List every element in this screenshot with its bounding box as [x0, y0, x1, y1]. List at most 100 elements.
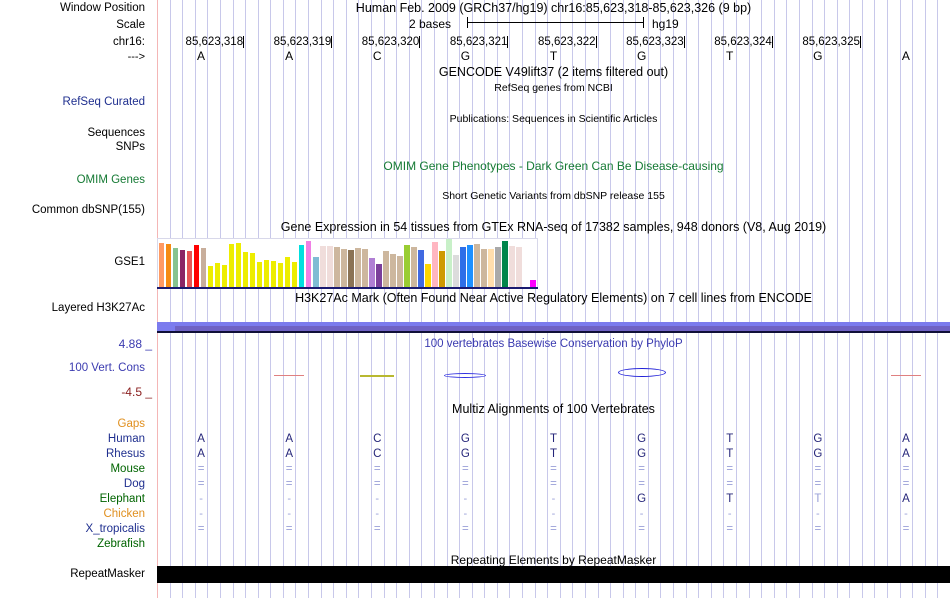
gtex-tissue-bar[interactable]: [460, 246, 466, 287]
track-label-repeatmasker[interactable]: RepeatMasker: [70, 568, 145, 580]
track-label-common-dbsnp[interactable]: Common dbSNP(155): [31, 204, 145, 216]
gtex-tissue-bar[interactable]: [256, 262, 263, 287]
gtex-tissue-bar[interactable]: [425, 263, 431, 287]
gtex-tissue-bar[interactable]: [249, 253, 256, 287]
gtex-tissue-bar[interactable]: [214, 263, 221, 287]
multiz-species-label[interactable]: Human: [107, 433, 145, 445]
track-label-100-vert-cons[interactable]: 100 Vert. Cons: [68, 362, 145, 374]
multiz-alignment-base: G: [813, 448, 823, 460]
gtex-tissue-bar[interactable]: [165, 243, 172, 287]
gtex-tissue-bar[interactable]: [228, 243, 235, 287]
track-label-layered-h3k27ac[interactable]: Layered H3K27Ac: [51, 302, 145, 314]
multiz-species-label[interactable]: X_tropicalis: [85, 523, 145, 535]
gtex-tissue-bar[interactable]: [376, 263, 382, 287]
gtex-tissue-bar[interactable]: [221, 264, 228, 287]
gtex-tissue-bar[interactable]: [362, 248, 368, 287]
gtex-tissue-bar[interactable]: [523, 248, 530, 287]
gtex-tissue-bar[interactable]: [207, 265, 214, 287]
multiz-alignment-base: =: [462, 478, 469, 490]
gtex-tissue-bar[interactable]: [453, 255, 459, 287]
gtex-tissue-bar[interactable]: [263, 260, 270, 287]
gtex-tissue-bar[interactable]: [179, 249, 186, 287]
track-label-sequences[interactable]: Sequences: [87, 127, 145, 139]
multiz-species-label[interactable]: Mouse: [110, 463, 145, 475]
multiz-species-label[interactable]: Zebrafish: [97, 538, 145, 550]
gtex-tissue-bar[interactable]: [481, 248, 487, 287]
multiz-alignment-base: G: [460, 448, 470, 460]
gtex-tissue-bar[interactable]: [432, 241, 438, 287]
gtex-tissue-bar[interactable]: [474, 243, 480, 287]
gtex-tissue-bar[interactable]: [172, 247, 179, 287]
multiz-alignment-base: =: [550, 478, 557, 490]
gtex-tissue-bar[interactable]: [467, 244, 473, 287]
multiz-alignment-base: =: [550, 463, 557, 475]
gtex-tissue-bar[interactable]: [502, 240, 509, 287]
track-label-gse1[interactable]: GSE1: [114, 256, 145, 268]
gtex-baseline: [157, 287, 538, 289]
reference-base: A: [197, 49, 206, 63]
multiz-alignment-base: A: [285, 433, 293, 445]
gtex-tissue-bar[interactable]: [418, 249, 424, 287]
track-label-omim-genes[interactable]: OMIM Genes: [76, 174, 145, 186]
gtex-tissue-bar[interactable]: [439, 250, 445, 287]
reference-base: G: [460, 49, 471, 63]
multiz-alignment-base: =: [638, 463, 645, 475]
gtex-tissue-bar[interactable]: [516, 246, 523, 287]
gtex-tissue-bar[interactable]: [390, 254, 396, 287]
gtex-tissue-bar[interactable]: [158, 242, 165, 287]
multiz-species-label[interactable]: Rhesus: [106, 448, 145, 460]
multiz-alignment-base: T: [726, 433, 734, 445]
gtex-tissue-bar[interactable]: [340, 248, 347, 287]
chrom-label: chr16:: [113, 36, 145, 48]
reference-base: A: [901, 49, 910, 63]
ruler-tick: [507, 36, 509, 48]
gtex-tissue-bar[interactable]: [270, 261, 277, 287]
gtex-tissue-bar[interactable]: [305, 240, 312, 287]
gtex-tissue-bar[interactable]: [186, 250, 193, 287]
gtex-tissue-bar[interactable]: [495, 246, 501, 287]
gtex-tissue-bar[interactable]: [369, 258, 375, 287]
gtex-tissue-bar[interactable]: [326, 245, 333, 287]
gtex-tissue-bar[interactable]: [446, 239, 452, 287]
multiz-alignment-base: G: [637, 448, 647, 460]
gtex-tissue-bar[interactable]: [291, 262, 298, 287]
gtex-tissue-bar[interactable]: [200, 247, 207, 287]
gtex-tissue-bar[interactable]: [319, 245, 326, 287]
multiz-alignment-base: T: [726, 493, 734, 505]
gtex-tissue-bar[interactable]: [397, 256, 403, 287]
reference-base: C: [372, 49, 382, 63]
multiz-species-label[interactable]: Elephant: [99, 493, 145, 505]
gtex-expression-barchart[interactable]: [157, 238, 538, 288]
window-position-label: Window Position: [59, 2, 145, 14]
gtex-tissue-bar[interactable]: [404, 244, 410, 287]
multiz-alignment-base: A: [197, 448, 205, 460]
multiz-species-label[interactable]: Gaps: [117, 418, 146, 430]
multiz-alignment-base: T: [726, 448, 734, 460]
reference-base: G: [636, 49, 647, 63]
gtex-tissue-bar[interactable]: [277, 263, 284, 287]
repeatmasker-feature-bar[interactable]: [157, 566, 950, 583]
gtex-tissue-bar[interactable]: [312, 257, 319, 287]
ruler-tick: [595, 36, 597, 48]
gtex-tissue-bar[interactable]: [193, 244, 200, 287]
gtex-tissue-bar[interactable]: [333, 246, 340, 287]
gtex-tissue-bar[interactable]: [298, 244, 305, 287]
track-label-refseq-curated[interactable]: RefSeq Curated: [62, 96, 145, 108]
multiz-alignment-base: =: [726, 523, 734, 535]
gtex-tissue-bar[interactable]: [235, 242, 242, 287]
gtex-tissue-bar[interactable]: [348, 249, 354, 287]
gtex-tissue-bar[interactable]: [530, 280, 537, 287]
gtex-tissue-bar[interactable]: [355, 247, 361, 287]
multiz-species-label[interactable]: Chicken: [103, 508, 145, 520]
track-label-snps[interactable]: SNPs: [115, 141, 145, 153]
gtex-tissue-bar[interactable]: [411, 246, 417, 287]
gtex-tissue-bar[interactable]: [383, 251, 389, 287]
multiz-alignment-base: G: [460, 433, 470, 445]
gtex-tissue-bar[interactable]: [242, 252, 249, 287]
gtex-tissue-bar[interactable]: [509, 245, 516, 287]
gtex-tissue-bar[interactable]: [284, 257, 291, 287]
gtex-tissue-bar[interactable]: [488, 248, 494, 287]
h3k27ac-signal-band-secondary: [175, 326, 950, 332]
multiz-species-label[interactable]: Dog: [123, 478, 145, 490]
